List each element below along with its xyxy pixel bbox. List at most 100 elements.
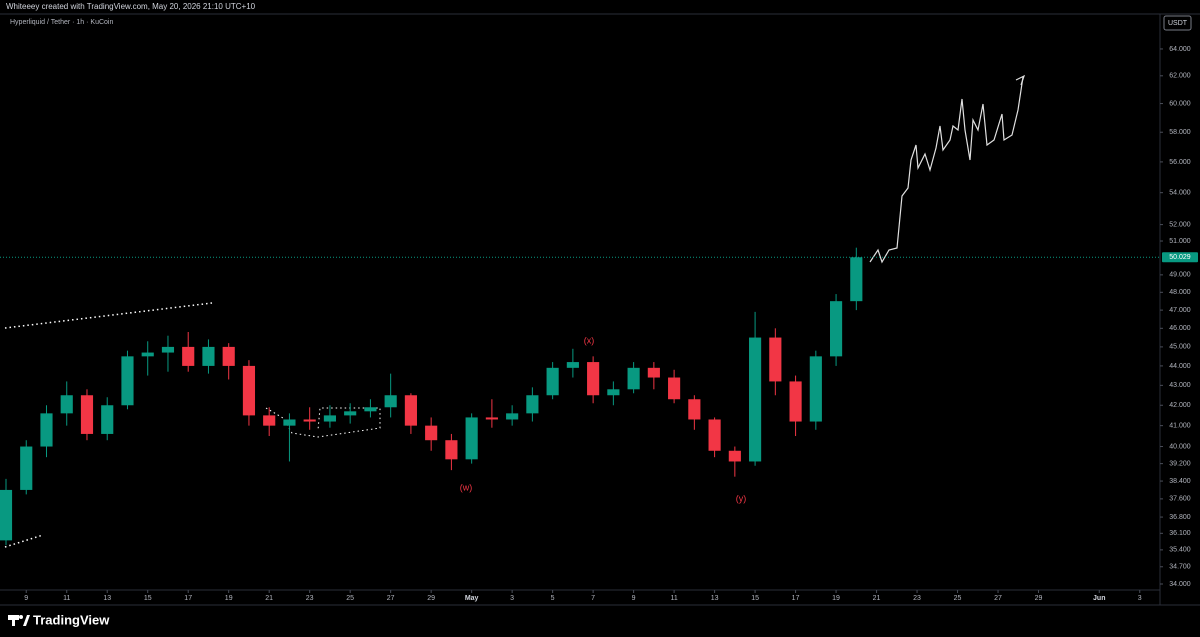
candle-body <box>465 417 478 460</box>
x-tick-label: 3 <box>1138 595 1142 602</box>
x-tick-label: 13 <box>711 595 719 602</box>
candle-body <box>708 419 721 451</box>
y-tick-label: 39.200 <box>1169 460 1191 467</box>
x-tick-label: 17 <box>184 595 192 602</box>
projection-path <box>869 76 1024 264</box>
candle-body <box>20 446 33 490</box>
x-tick-label: 9 <box>632 595 636 602</box>
projection-arrow <box>1015 74 1026 86</box>
y-tick-label: 45.000 <box>1169 344 1191 351</box>
y-tick-label: 64.000 <box>1169 46 1191 53</box>
y-tick-label: 36.100 <box>1169 530 1191 537</box>
candle-body <box>121 356 134 406</box>
candle-body <box>323 415 337 422</box>
y-tick-label: 46.000 <box>1169 325 1191 332</box>
candle-body <box>445 440 458 460</box>
candle-body <box>364 407 377 412</box>
logo-mark <box>12 615 15 626</box>
candle-body <box>182 346 195 366</box>
x-tick-label: 27 <box>994 595 1002 602</box>
y-tick-label: 38.400 <box>1169 478 1191 485</box>
candle-body <box>202 346 215 366</box>
y-tick-label: 60.000 <box>1169 100 1191 107</box>
y-tick-label: 44.000 <box>1169 363 1191 370</box>
y-tick-label: 62.000 <box>1169 73 1191 80</box>
y-tick-label: 49.000 <box>1169 272 1191 279</box>
candle-body <box>789 381 802 422</box>
candle-body <box>769 337 782 382</box>
currency: USDT <box>1168 20 1188 27</box>
candle-body <box>647 367 660 378</box>
candle-body <box>485 417 498 420</box>
x-tick-label: 5 <box>551 595 555 602</box>
logo-mark <box>23 615 30 626</box>
candle-body <box>161 346 175 353</box>
y-tick-label: 54.000 <box>1169 190 1191 197</box>
candle-body <box>344 411 357 416</box>
x-tick-label: 11 <box>63 595 70 602</box>
candle-body <box>0 489 13 541</box>
y-tick-label: 52.000 <box>1169 221 1191 228</box>
last-price-label: 50.029 <box>1169 254 1191 261</box>
wave-label: (y) <box>736 493 747 503</box>
y-tick-label: 36.800 <box>1169 514 1191 521</box>
candle-body <box>688 399 701 420</box>
wave-label: (x) <box>584 335 595 345</box>
candle-body <box>40 413 53 447</box>
x-tick-label: 19 <box>832 595 840 602</box>
x-tick-label: 7 <box>591 595 595 602</box>
candle-body <box>809 356 822 422</box>
candle-body <box>404 395 417 426</box>
logo-mark <box>19 615 23 619</box>
footer-brand: TradingView <box>33 612 110 627</box>
candle-body <box>222 346 235 366</box>
candle-body <box>425 425 438 441</box>
x-tick-label: 15 <box>144 595 152 602</box>
x-tick-label: 9 <box>24 595 28 602</box>
x-tick-label: 13 <box>103 595 111 602</box>
plot <box>0 247 863 546</box>
candle-body <box>506 413 519 420</box>
y-tick-label: 41.000 <box>1169 422 1191 429</box>
candle-body <box>303 419 316 422</box>
y-tick-label: 42.000 <box>1169 402 1191 409</box>
candle-body <box>101 405 114 434</box>
x-tick-label: 3 <box>510 595 514 602</box>
candle-body <box>749 337 762 462</box>
candle-body <box>242 365 256 416</box>
y-tick-label: 40.000 <box>1169 443 1191 450</box>
y-tick-label: 58.000 <box>1169 129 1191 136</box>
x-tick-label: 25 <box>954 595 962 602</box>
candle-body <box>263 415 276 426</box>
logo[interactable]: TradingView <box>8 612 110 627</box>
x-tick-label: 17 <box>792 595 800 602</box>
candle-body <box>728 450 741 462</box>
candle-body <box>384 395 397 408</box>
y-tick-label: 51.000 <box>1169 238 1191 245</box>
x-tick-label: 23 <box>306 595 314 602</box>
trend-line <box>4 302 213 329</box>
candle-body <box>850 257 863 302</box>
symbol-title: Hyperliquid / Tether · 1h · KuCoin <box>10 19 113 26</box>
header: Whiteeey created with TradingView.com, M… <box>6 2 256 11</box>
x-tick-label: 27 <box>387 595 395 602</box>
x-tick-label: 29 <box>1035 595 1043 602</box>
x-tick-label: 15 <box>751 595 759 602</box>
currency-box[interactable] <box>1163 15 1192 31</box>
x-tick-label: 19 <box>225 595 233 602</box>
candle-body <box>526 395 539 414</box>
y-tick-label: 48.000 <box>1169 289 1191 296</box>
candle-body <box>829 301 843 357</box>
candle-body <box>60 395 73 414</box>
last-price-box <box>1162 252 1198 263</box>
candle-body <box>546 367 559 396</box>
x-tick-label: May <box>465 595 479 602</box>
x-tick-label: 11 <box>670 595 677 602</box>
y-tick-label: 43.000 <box>1169 382 1191 389</box>
x-tick-label: Jun <box>1093 595 1105 602</box>
candle-body <box>566 362 579 368</box>
y-tick-label: 35.400 <box>1169 547 1191 554</box>
x-tick-label: 25 <box>346 595 354 602</box>
